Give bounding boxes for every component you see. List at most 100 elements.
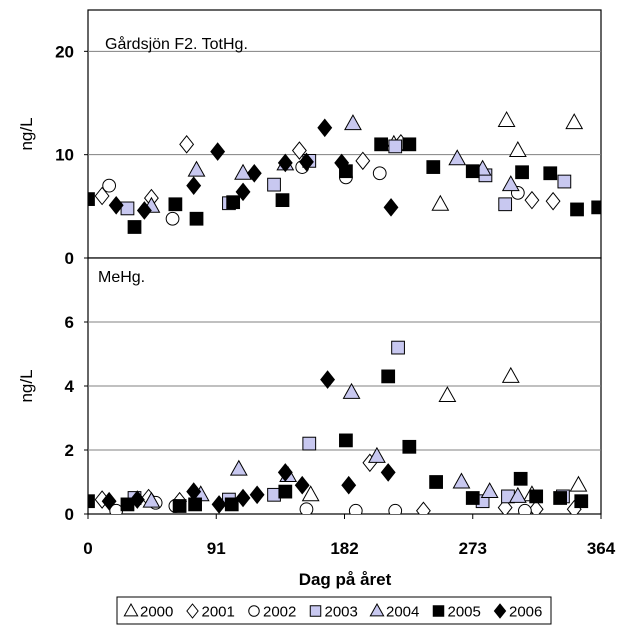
legend-symbol-2002: [248, 605, 260, 617]
tothg-panel-title: Gårdsjön F2. TotHg.: [105, 35, 248, 53]
tothg-point-2006: [246, 163, 262, 183]
tothg-point-2001: [355, 151, 371, 171]
tothg-point-2005: [374, 137, 389, 152]
tothg-point-2004: [344, 114, 362, 131]
legend-item-2000: 2000: [123, 602, 173, 621]
mehg-y-tick-label: 0: [65, 505, 74, 524]
mehg-point-2004: [367, 446, 386, 463]
mehg-gridlines: [88, 321, 601, 451]
tothg-point-2004: [187, 160, 206, 177]
mehg-point-2001: [497, 498, 513, 514]
tothg-point-2006: [108, 195, 124, 215]
tothg-point-2000: [497, 111, 516, 128]
mehg-y-ticks: 0 2 4 6: [65, 313, 88, 524]
mehg-point-2004: [452, 472, 471, 489]
x-axis-label: Dag på året: [299, 570, 392, 589]
tothg-point-2000: [508, 141, 527, 157]
mehg-point-2002: [518, 503, 532, 514]
legend-label-2005: 2005: [448, 604, 481, 621]
tothg-point-2003: [120, 201, 135, 216]
legend-symbol-2005: [432, 605, 445, 617]
tothg-point-2001: [545, 191, 561, 211]
mehg-point-2000: [569, 475, 588, 492]
mehg-point-2006: [320, 370, 336, 389]
mehg-point-2005: [553, 491, 568, 505]
mehg-point-2006: [235, 488, 251, 508]
tothg-point-2005: [543, 166, 558, 181]
mehg-point-2002: [388, 503, 403, 514]
tothg-point-2005: [168, 197, 183, 212]
mehg-panel: MeHg. 0 2 4 6 ng/L: [17, 257, 616, 524]
mehg-point-2006: [101, 491, 117, 511]
mehg-point-2000: [301, 485, 320, 502]
mehg-point-2002: [299, 502, 314, 514]
mehg-point-2005: [603, 493, 616, 506]
legend-label-2006: 2006: [509, 604, 542, 621]
mehg-point-2006: [129, 490, 145, 509]
tothg-point-2004: [501, 175, 520, 192]
tothg-point-2004: [234, 163, 252, 180]
tothg-point-2005: [515, 165, 529, 180]
mehg-point-2001: [528, 499, 544, 514]
tothg-point-2005: [226, 195, 241, 210]
x-tick-label: 0: [83, 539, 92, 558]
tothg-point-2005: [570, 202, 584, 217]
tothg-point-2002: [102, 178, 117, 193]
tothg-point-2003: [267, 177, 281, 192]
tothg-point-2005: [613, 207, 622, 220]
tothg-point-2005: [426, 160, 441, 174]
x-tick-label: 91: [207, 539, 226, 558]
mehg-panel-title: MeHg.: [98, 269, 145, 286]
tothg-point-2004: [448, 149, 467, 166]
tothg-y-tick-label: 0: [65, 249, 74, 268]
mehg-y-tick-label: 6: [65, 313, 74, 332]
tothg-point-2005: [402, 137, 417, 152]
mehg-y-axis-label: ng/L: [17, 369, 36, 402]
mehg-point-2005: [88, 494, 95, 509]
legend-symbol-2006: [493, 603, 507, 619]
legend-item-2001: 2001: [186, 603, 235, 621]
tothg-point-2000: [565, 113, 584, 130]
tothg-point-2003: [557, 174, 572, 189]
tothg-y-tick-label: 20: [55, 42, 74, 61]
legend-item-2006: 2006: [493, 603, 542, 621]
mehg-point-2003: [391, 340, 405, 355]
mehg-point-2006: [211, 495, 227, 514]
tothg-point-2001: [94, 186, 110, 206]
x-axis-ticks: 0 91 182 273 364: [83, 514, 616, 558]
legend-label-2002: 2002: [263, 604, 296, 621]
tothg-point-2005: [275, 193, 290, 208]
tothg-point-2005: [88, 192, 95, 206]
tothg-y-tick-label: 10: [55, 146, 74, 165]
legend-item-2005: 2005: [432, 604, 481, 621]
mehg-point-2005: [465, 491, 480, 505]
tothg-point-2006: [136, 201, 152, 220]
mehg-point-2005: [381, 369, 396, 384]
tothg-point-2006: [277, 153, 293, 173]
mehg-y-tick-label: 2: [65, 441, 74, 460]
mehg-point-2006: [277, 463, 293, 482]
tothg-point-2006: [317, 118, 333, 138]
x-tick-label: 182: [330, 539, 358, 558]
legend-label-2004: 2004: [386, 604, 419, 621]
tothg-point-2006: [334, 153, 350, 173]
mehg-point-2000: [501, 366, 520, 383]
mehg-point-2005: [574, 494, 589, 509]
legend-symbol-2001: [186, 603, 199, 619]
tothg-point-2001: [524, 190, 540, 210]
tothg-point-2006: [186, 176, 202, 195]
legend-items: 2000 2001 2002 2003 2004 2005 2006: [123, 602, 542, 621]
tothg-y-axis-label: ng/L: [17, 117, 36, 150]
tothg-point-2001: [179, 135, 195, 154]
tothg-point-2006: [383, 198, 399, 217]
legend-symbol-2004: [369, 602, 385, 617]
tothg-point-2006: [299, 152, 314, 172]
mehg-point-2004: [480, 482, 499, 499]
mehg-point-2005: [224, 497, 239, 512]
mehg-point-2003: [302, 436, 317, 451]
mehg-point-2005: [513, 471, 528, 486]
tothg-point-2005: [127, 220, 142, 234]
tothg-data-points: [88, 111, 622, 234]
mehg-point-2004: [229, 459, 248, 476]
mehg-point-2005: [278, 484, 293, 499]
